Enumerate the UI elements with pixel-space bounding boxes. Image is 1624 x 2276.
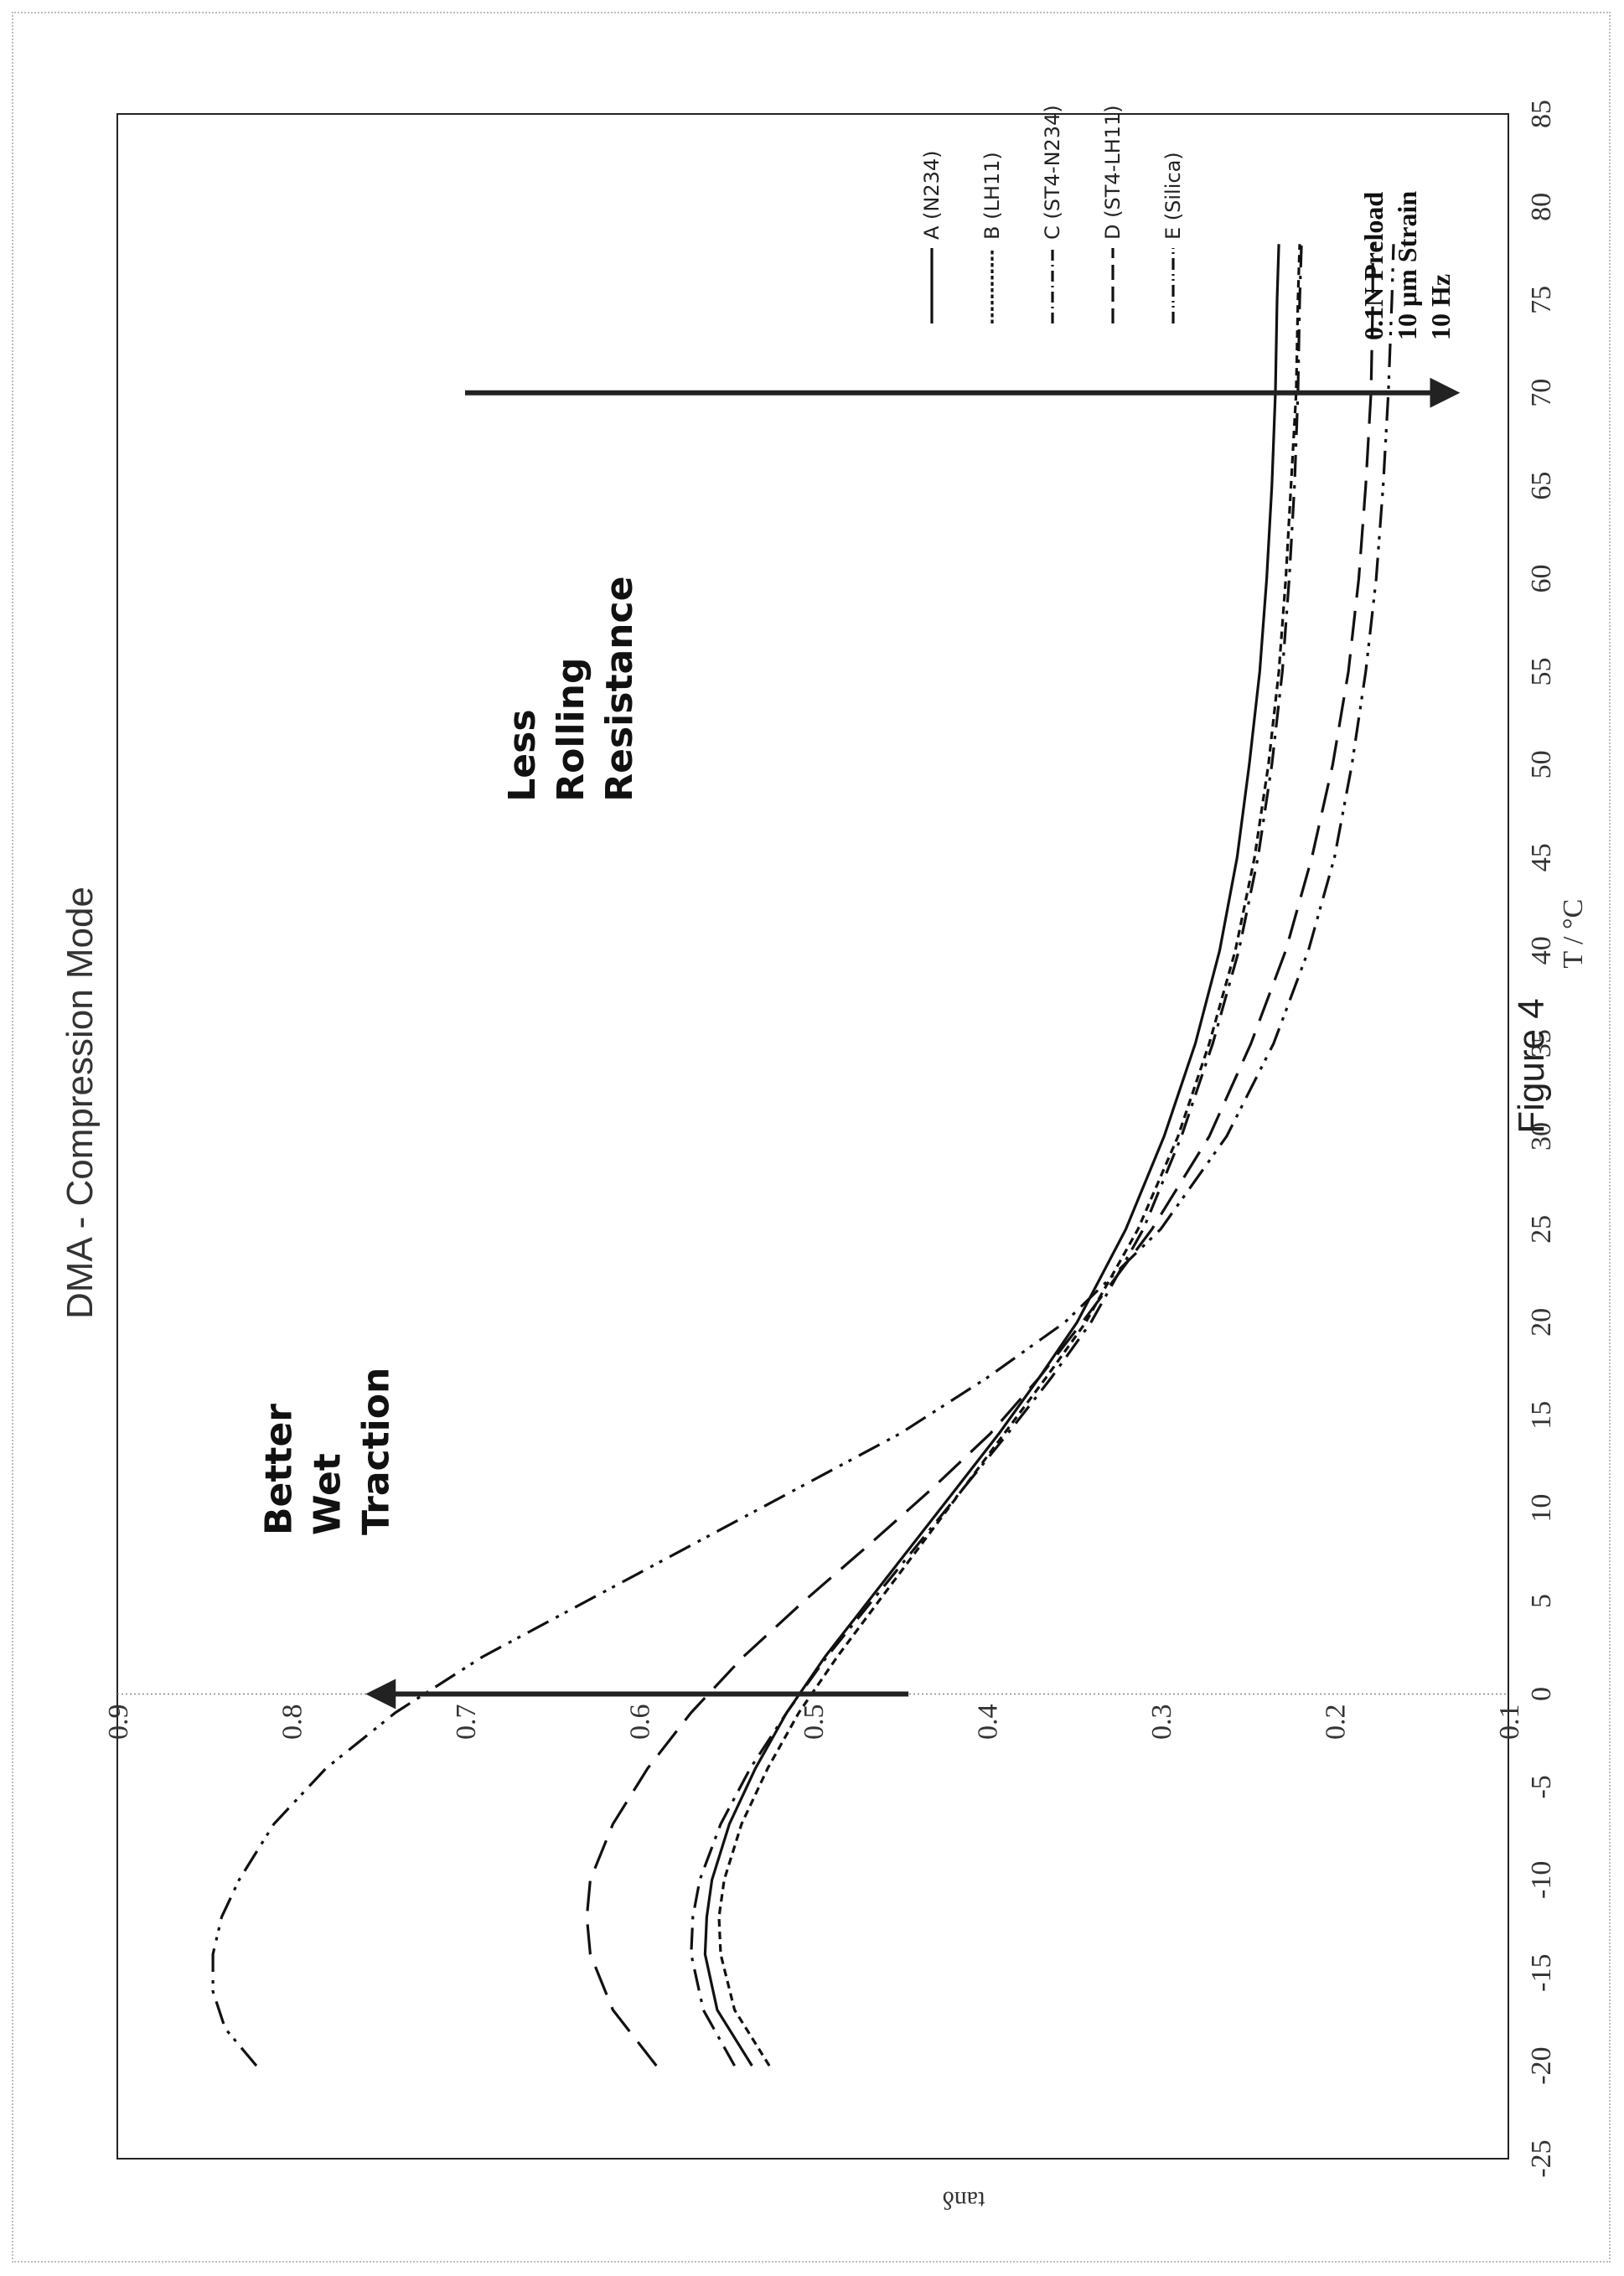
x-tick-label: 65 xyxy=(1526,472,1557,500)
legend-entry: E (Silica) xyxy=(1161,152,1185,240)
rotated-chart-group: DMA - Compression Mode -25 -20 -15 -10 -5 0 5 1… xyxy=(59,100,1589,2214)
series-line xyxy=(211,244,1395,2067)
y-tick-label: 0.3 xyxy=(1146,1704,1177,1740)
x-tick-label: 20 xyxy=(1526,1308,1557,1337)
x-tick-label: -15 xyxy=(1526,1954,1557,1992)
x-tick-label: -10 xyxy=(1526,1861,1557,1899)
series-lines xyxy=(211,244,1395,2067)
x-tick-label: 75 xyxy=(1526,286,1557,314)
rolling-resistance-label: Less xyxy=(501,709,544,801)
wet-traction-label: Traction xyxy=(355,1368,398,1535)
x-tick-label: 85 xyxy=(1526,100,1557,128)
condition-line: 10 Hz xyxy=(1425,274,1456,340)
legend-entry: D (ST4-LH11) xyxy=(1101,105,1125,240)
test-conditions: 0.1N Preload 10 μm Strain 10 Hz xyxy=(1358,191,1456,340)
x-tick-label: -25 xyxy=(1526,2139,1557,2177)
x-tick-label: 5 xyxy=(1526,1594,1557,1608)
x-tick-label: 15 xyxy=(1526,1401,1557,1430)
y-tick-label: 0.4 xyxy=(973,1704,1004,1740)
x-tick-label: 0 xyxy=(1526,1687,1557,1701)
legend: A (N234) B (LH11) C (ST4-N234) D (ST4-LH11)… xyxy=(920,105,1185,323)
y-axis-label: tanδ xyxy=(943,2186,985,2214)
x-tick-label: 35 xyxy=(1526,1029,1557,1058)
x-axis-ticks: -25 -20 -15 -10 -5 0 5 10 15 20 25 30 35 40 45 50 55 60 65… xyxy=(1526,100,1557,2178)
legend-entry: B (LH11) xyxy=(980,152,1004,240)
rolling-resistance-label: Resistance xyxy=(598,577,641,802)
x-tick-label: -5 xyxy=(1526,1775,1557,1798)
x-tick-label: 70 xyxy=(1526,379,1557,407)
y-tick-label: 0.1 xyxy=(1494,1704,1525,1740)
x-axis-label: T / °C xyxy=(1558,899,1589,969)
x-tick-label: 55 xyxy=(1526,657,1557,685)
series-line xyxy=(690,244,1303,2067)
x-tick-label: 40 xyxy=(1526,936,1557,965)
x-tick-label: 50 xyxy=(1526,750,1557,778)
x-tick-label: 10 xyxy=(1526,1494,1557,1523)
rolling-resistance-label: Rolling xyxy=(550,658,592,802)
x-tick-label: -20 xyxy=(1526,2046,1557,2084)
y-tick-label: 0.5 xyxy=(799,1704,830,1740)
figure-caption: Figure 4 xyxy=(1511,998,1552,1133)
y-tick-label: 0.9 xyxy=(103,1704,134,1740)
chart-title: DMA - Compression Mode xyxy=(59,887,101,1319)
y-tick-label: 0.2 xyxy=(1321,1704,1352,1740)
legend-entry: C (ST4-N234) xyxy=(1041,105,1064,240)
wet-traction-label: Better xyxy=(258,1404,301,1535)
x-tick-label: 80 xyxy=(1526,193,1557,221)
condition-line: 0.1N Preload xyxy=(1358,192,1389,340)
x-tick-label: 25 xyxy=(1526,1215,1557,1244)
series-line xyxy=(717,244,1301,2067)
y-tick-label: 0.6 xyxy=(625,1704,656,1740)
annotations: Better Wet Traction Less Rolling Resistance xyxy=(258,377,1461,1710)
x-tick-label: 60 xyxy=(1526,565,1557,593)
wet-traction-label: Wet xyxy=(307,1453,349,1535)
y-tick-label: 0.8 xyxy=(277,1704,308,1740)
y-tick-label: 0.7 xyxy=(451,1704,482,1740)
x-tick-label: 45 xyxy=(1526,843,1557,872)
condition-line: 10 μm Strain xyxy=(1392,191,1422,340)
page-frame xyxy=(12,12,1611,2263)
legend-entry: A (N234) xyxy=(920,150,944,240)
x-tick-label: 30 xyxy=(1526,1122,1557,1151)
series-line xyxy=(703,244,1280,2067)
series-line xyxy=(585,244,1374,2067)
plot-area-border xyxy=(116,113,1509,2160)
y-axis-ticks: 0.1 0.2 0.3 0.4 0.5 0.6 0.7 0.8 0.9 xyxy=(103,1704,1525,1740)
